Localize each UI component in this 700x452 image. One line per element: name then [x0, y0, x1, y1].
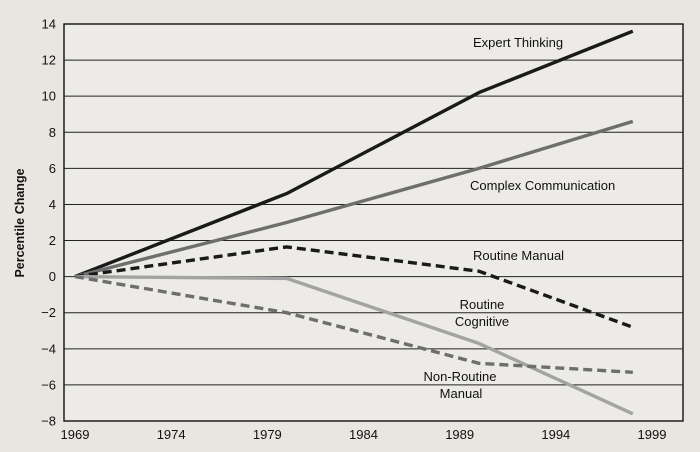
series-line-routine-cognitive [74, 274, 634, 416]
x-tick-label: 1999 [638, 427, 667, 442]
annotation-routine-manual: Routine Manual [473, 248, 564, 263]
series-line-non-routine-manual [74, 274, 633, 374]
y-tick-label: 10 [42, 89, 56, 104]
y-tick-label: −2 [41, 305, 56, 320]
plot-area [63, 23, 684, 422]
annotation-cognitive: Cognitive [455, 314, 509, 329]
annotation-routine: Routine [460, 297, 505, 312]
y-tick-label: 8 [49, 125, 56, 140]
x-axis-ticks: 1969 1974 1979 1984 1989 1994 1999 [61, 427, 667, 442]
x-tick-label: 1974 [157, 427, 186, 442]
y-tick-label: 4 [49, 197, 56, 212]
series-line-expert-thinking [74, 29, 634, 279]
x-tick-label: 1989 [445, 427, 474, 442]
y-tick-label: 12 [42, 53, 56, 68]
y-tick-label: 6 [49, 161, 56, 176]
x-tick-label: 1984 [349, 427, 378, 442]
y-tick-label: 14 [42, 17, 56, 32]
x-tick-label: 1969 [61, 427, 90, 442]
y-tick-label: −4 [41, 341, 56, 356]
x-tick-label: 1979 [253, 427, 282, 442]
annotation-expert-thinking: Expert Thinking [473, 35, 563, 50]
y-tick-label: 0 [49, 269, 56, 284]
y-axis-ticks: −8 −6 −4 −2 0 2 4 6 8 10 12 14 [41, 17, 56, 429]
series-line-routine-manual [74, 245, 634, 329]
y-tick-label: 2 [49, 233, 56, 248]
x-tick-label: 1994 [541, 427, 570, 442]
annotation-manual: Manual [440, 386, 483, 401]
y-tick-label: −8 [41, 414, 56, 429]
y-tick-label: −6 [41, 377, 56, 392]
series-lines [74, 29, 634, 416]
series-line-complex-communication [74, 119, 634, 279]
y-axis-label: Percentile Change [13, 168, 27, 277]
annotation-complex-communication: Complex Communication [470, 178, 615, 193]
annotation-non-routine: Non-Routine [424, 369, 497, 384]
